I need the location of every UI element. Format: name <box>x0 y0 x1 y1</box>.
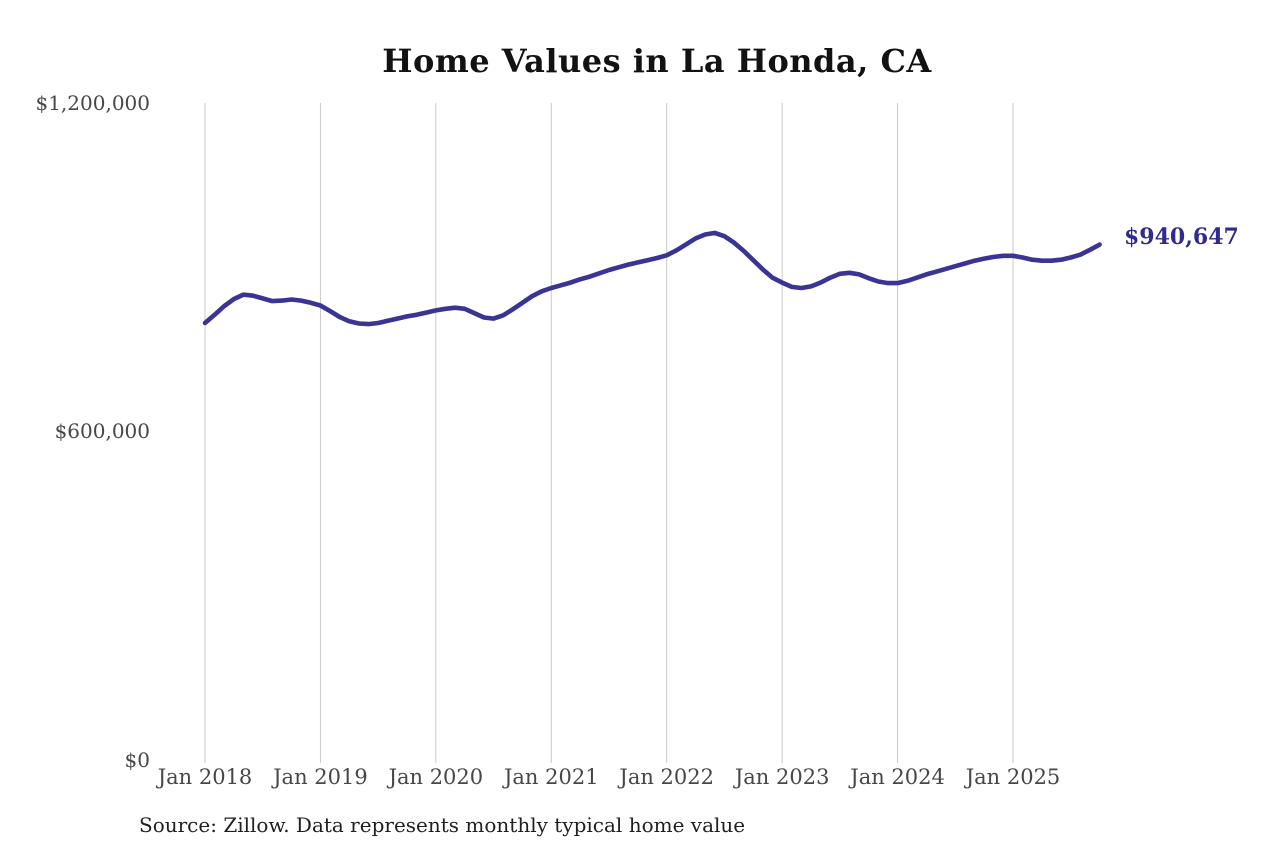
x-axis-label-jan-2024: Jan 2024 <box>850 765 945 789</box>
x-axis-label-jan-2019: Jan 2019 <box>273 765 368 789</box>
y-axis-label-600000: $600,000 <box>54 419 150 443</box>
chart-title: Home Values in La Honda, CA <box>382 42 932 80</box>
last-value-label: $940,647 <box>1124 224 1239 250</box>
x-axis-label-jan-2021: Jan 2021 <box>503 765 599 789</box>
y-axis-label-0: $0 <box>124 748 150 772</box>
x-axis-label-jan-2022: Jan 2022 <box>619 765 715 789</box>
x-axis-label-jan-2020: Jan 2020 <box>388 765 484 789</box>
x-axis-label-jan-2025: Jan 2025 <box>965 765 1061 789</box>
y-axis-label-1200000: $1,200,000 <box>35 91 150 115</box>
x-axis-label-jan-2018: Jan 2018 <box>157 765 253 789</box>
home-value-line <box>202 230 1102 327</box>
x-axis-label-jan-2023: Jan 2023 <box>734 765 830 789</box>
source-note: Source: Zillow. Data represents monthly … <box>139 813 746 837</box>
